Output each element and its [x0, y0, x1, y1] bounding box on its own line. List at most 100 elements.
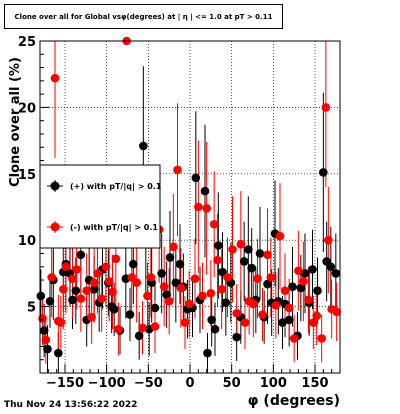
x-tick-label: −150	[46, 376, 84, 391]
data-point-neg	[194, 202, 203, 212]
data-point-neg	[76, 294, 86, 303]
y-axis-label: Clone over all (%)	[8, 57, 23, 187]
data-point-neg	[198, 291, 207, 301]
y-tick-label: 15	[18, 168, 36, 183]
data-point-neg	[294, 266, 303, 276]
y-tick-label: 20	[18, 101, 36, 116]
data-point-pos	[71, 286, 81, 295]
data-point-pos	[150, 303, 160, 313]
x-tick-label: 100	[260, 376, 287, 391]
data-point-neg	[232, 308, 241, 318]
data-point-pos	[162, 290, 171, 299]
data-point-neg	[93, 269, 102, 278]
data-point-pos	[331, 269, 341, 278]
data-point-neg	[138, 323, 147, 333]
data-point-neg	[114, 324, 123, 334]
data-point-neg	[209, 219, 219, 229]
data-point-neg	[68, 274, 77, 284]
data-point-neg	[97, 294, 106, 303]
data-point-neg	[82, 286, 91, 295]
data-point-pos	[191, 173, 201, 183]
data-point-neg	[228, 245, 237, 254]
data-point-neg	[275, 231, 285, 241]
legend-label-pos: (+) with pT/|q| > 0.1	[70, 182, 162, 191]
timestamp-footer: Thu Nov 24 13:56:22 2022	[4, 400, 138, 410]
data-point-neg	[132, 278, 141, 287]
data-point-neg	[312, 311, 321, 321]
data-point-neg	[258, 310, 267, 319]
data-point-neg	[240, 318, 250, 327]
data-point-neg	[299, 277, 308, 286]
data-point-neg	[271, 300, 281, 310]
data-point-pos	[157, 269, 166, 278]
tick-labels: −150 −100 −50 0 50 100 150 5 10 15 20 25	[18, 35, 329, 391]
data-point-pos	[255, 249, 265, 258]
data-point-pos	[203, 348, 212, 358]
data-point-pos	[125, 310, 135, 319]
data-point-neg	[304, 295, 313, 305]
x-tick-label: −50	[134, 376, 163, 391]
data-point-pos	[139, 141, 148, 151]
data-point-neg	[324, 235, 333, 245]
data-point-neg	[150, 322, 160, 331]
data-point-pos	[313, 286, 322, 295]
legend-marker-pos	[50, 181, 60, 191]
data-point-pos	[36, 291, 46, 301]
x-axis-label: φ (degrees)	[248, 393, 340, 409]
data-point-pos	[239, 257, 249, 266]
data-point-neg	[89, 278, 99, 287]
data-point-neg	[332, 307, 341, 317]
data-point-neg	[164, 296, 174, 306]
data-point-pos	[278, 318, 287, 327]
data-point-pos	[296, 283, 306, 293]
x-tick-label: 0	[185, 376, 194, 391]
data-point-pos	[45, 296, 55, 306]
data-point-neg	[284, 303, 294, 313]
data-point-pos	[175, 259, 185, 269]
data-point-pos	[68, 295, 77, 305]
data-point-neg	[59, 285, 68, 294]
data-point-neg	[87, 312, 96, 322]
data-point-neg	[202, 204, 211, 213]
data-point-neg	[159, 282, 169, 291]
data-point-pos	[89, 285, 99, 294]
data-points	[36, 36, 341, 358]
data-point-neg	[217, 285, 226, 294]
data-point-neg	[176, 283, 186, 293]
data-point-neg	[321, 103, 331, 112]
y-tick-label: 10	[18, 234, 36, 249]
data-point-pos	[244, 245, 253, 254]
data-point-pos	[39, 326, 49, 335]
data-point-neg	[111, 254, 121, 264]
data-point-neg	[169, 242, 178, 252]
data-point-neg	[190, 274, 200, 284]
x-tick-label: 50	[223, 376, 241, 391]
chart-title: Clone over all for Global vsφ(degrees) a…	[14, 13, 273, 21]
data-point-pos	[207, 315, 216, 325]
data-point-neg	[173, 165, 182, 175]
data-point-neg	[56, 318, 66, 327]
data-point-neg	[180, 318, 190, 327]
data-point-neg	[108, 287, 117, 297]
data-point-neg	[104, 277, 114, 286]
data-point-neg	[72, 265, 81, 274]
data-point-pos	[221, 298, 231, 307]
data-point-pos	[319, 168, 328, 177]
data-point-neg	[223, 273, 232, 282]
data-point-pos	[43, 344, 52, 354]
data-point-pos	[54, 348, 63, 358]
y-tick-label: 5	[27, 301, 36, 316]
title-box: Clone over all for Global vsφ(degrees) a…	[4, 4, 283, 29]
x-tick-label: −100	[88, 376, 126, 391]
legend-marker-neg	[50, 222, 60, 232]
data-point-pos	[288, 282, 297, 291]
data-point-neg	[249, 299, 258, 309]
data-point-pos	[308, 265, 317, 274]
data-point-pos	[232, 332, 241, 342]
data-point-neg	[317, 334, 326, 343]
data-point-pos	[129, 259, 138, 269]
data-point-neg	[38, 314, 47, 323]
legend-label-neg: (-) with pT/|q| > 0.1	[70, 223, 158, 232]
data-point-pos	[284, 315, 294, 325]
